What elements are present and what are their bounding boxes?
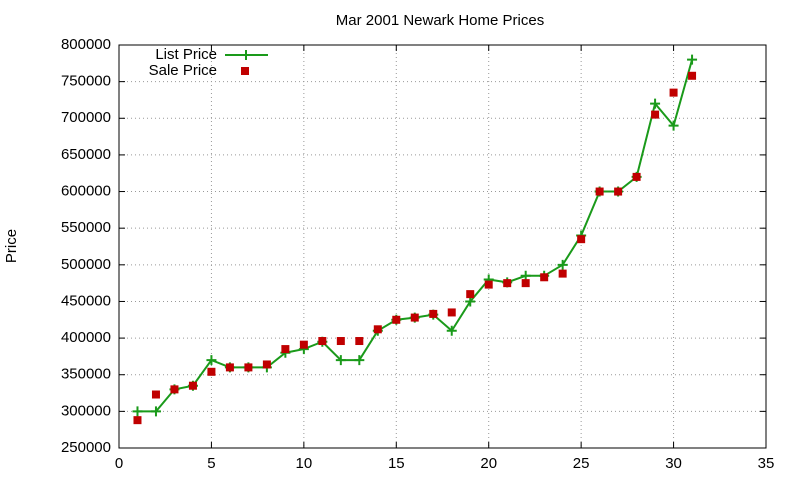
y-tick-label: 550000: [61, 219, 111, 236]
legend-label: Sale Price: [149, 62, 217, 79]
point-marker: [668, 120, 679, 131]
point-marker: [207, 367, 216, 376]
point-marker: [151, 390, 160, 399]
x-tick-label: 5: [207, 455, 215, 472]
y-tick-label: 300000: [61, 402, 111, 419]
point-marker: [558, 269, 567, 278]
point-marker: [150, 406, 161, 417]
x-tick-label: 30: [665, 455, 682, 472]
point-marker: [132, 406, 143, 417]
point-marker: [133, 416, 142, 425]
point-marker: [446, 325, 457, 336]
point-marker: [188, 381, 197, 390]
point-marker: [447, 308, 456, 317]
point-marker: [466, 290, 475, 299]
point-marker: [688, 71, 697, 80]
point-marker: [355, 337, 364, 346]
point-marker: [170, 385, 179, 394]
point-marker: [521, 279, 530, 288]
y-tick-label: 450000: [61, 292, 111, 309]
legend-label: List Price: [155, 46, 217, 63]
point-marker: [429, 309, 438, 318]
point-marker: [262, 360, 271, 369]
y-tick-label: 800000: [61, 36, 111, 53]
y-tick-label: 700000: [61, 109, 111, 126]
point-marker: [614, 187, 623, 196]
point-marker: [669, 88, 678, 97]
point-marker: [503, 279, 512, 288]
point-marker: [225, 363, 234, 372]
point-marker: [354, 355, 365, 366]
x-tick-label: 10: [296, 455, 313, 472]
point-marker: [632, 172, 641, 181]
point-marker: [335, 355, 346, 366]
x-tick-label: 0: [115, 455, 123, 472]
point-marker: [281, 345, 290, 354]
point-marker: [540, 273, 549, 282]
y-tick-label: 750000: [61, 73, 111, 90]
y-tick-label: 500000: [61, 256, 111, 273]
y-tick-label: 400000: [61, 329, 111, 346]
point-marker: [650, 98, 661, 109]
chart-title: Mar 2001 Newark Home Prices: [336, 12, 544, 29]
y-tick-label: 250000: [61, 439, 111, 456]
point-marker: [577, 235, 586, 244]
point-marker: [336, 337, 345, 346]
x-tick-label: 20: [480, 455, 497, 472]
point-marker: [373, 325, 382, 334]
plot-frame: [118, 44, 767, 449]
point-marker: [651, 110, 660, 119]
point-marker: [410, 313, 419, 322]
point-marker: [244, 363, 253, 372]
y-tick-label: 650000: [61, 146, 111, 163]
point-marker: [318, 337, 327, 346]
point-marker: [687, 54, 698, 65]
legend-marker: [241, 50, 251, 60]
point-marker: [299, 340, 308, 349]
x-tick-label: 15: [388, 455, 405, 472]
point-marker: [392, 315, 401, 324]
point-marker: [484, 280, 493, 289]
legend-marker: [241, 67, 249, 75]
x-tick-label: 35: [758, 455, 775, 472]
y-tick-label: 350000: [61, 366, 111, 383]
x-tick-label: 25: [573, 455, 590, 472]
point-marker: [595, 187, 604, 196]
y-axis-label: Price: [3, 229, 20, 263]
point-marker: [206, 355, 217, 366]
point-marker: [557, 259, 568, 270]
y-tick-label: 600000: [61, 183, 111, 200]
